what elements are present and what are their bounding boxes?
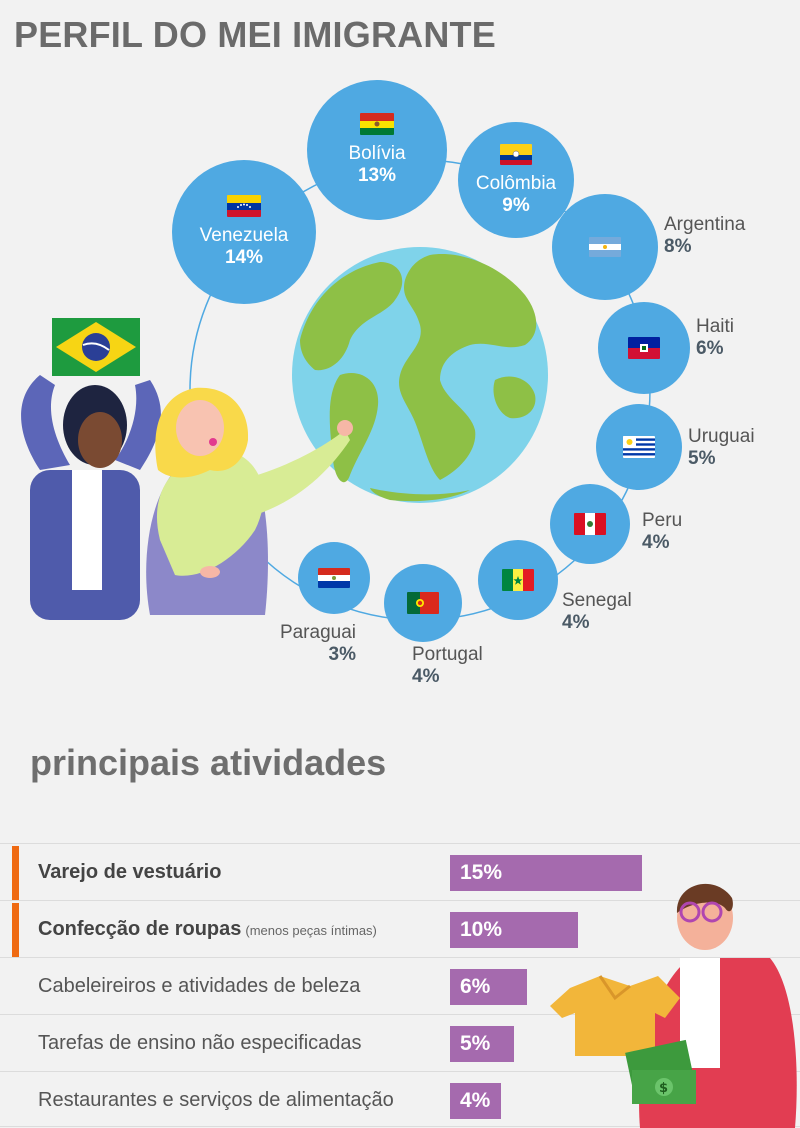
activity-note: (menos peças íntimas) [245,923,377,938]
activity-row: Varejo de vestuário 15% [0,843,800,900]
activity-label: Restaurantes e serviços de alimentação [38,1072,394,1128]
country-label-peru: Peru 4% [642,510,682,554]
country-label-paraguay: Paraguai 3% [274,622,356,666]
globe-icon [292,247,548,503]
country-label-argentina: Argentina 8% [664,214,745,258]
country-label-portugal: Portugal 4% [412,644,483,688]
activity-value: 10% [460,918,503,941]
country-percent: 4% [562,612,590,633]
country-name: Haiti [696,316,735,337]
country-percent: 3% [328,644,356,665]
activity-name: Restaurantes e serviços de alimentação [38,1089,394,1111]
activity-name: Varejo de vestuário [38,861,222,883]
highlight-marker [12,846,19,900]
peru-flag-icon [574,513,606,535]
activity-bar: 15% [450,855,642,891]
activity-name: Cabeleireiros e atividades de beleza [38,975,361,997]
country-percent: 5% [688,448,716,469]
colombia-flag-icon [500,143,532,165]
man-with-clothes-illustration: $ [550,883,797,1128]
country-name: Venezuela [199,225,289,246]
senegal-flag-icon [502,569,534,591]
activity-label: Confecção de roupas (menos peças íntimas) [38,901,377,957]
diagram-background [21,159,651,621]
paraguay-flag-icon [318,568,350,588]
activity-value: 5% [460,1032,491,1055]
activity-label: Varejo de vestuário [38,844,221,900]
country-bubble-portugal [384,564,462,642]
country-percent: 9% [502,194,530,216]
shirt-icon [550,976,680,1056]
activity-row: Cabeleireiros e atividades de beleza 6% [0,957,800,1013]
country-percent: 14% [224,247,264,268]
country-name: Peru [642,510,683,531]
country-bubble-paraguay [298,542,370,614]
activity-bar: 4% [450,1083,501,1119]
page-title: PERFIL DO MEI IMIGRANTE [14,14,496,55]
country-name: Portugal [412,644,483,665]
argentina-flag-icon [589,237,621,257]
activity-value: 15% [460,861,503,884]
activity-bar: 10% [450,912,578,948]
country-label-haiti: Haiti 6% [696,316,734,360]
activity-value: 6% [460,975,491,998]
activity-row: Restaurantes e serviços de alimentação 4… [0,1071,800,1127]
country-percent: 13% [357,165,397,186]
country-name: Colômbia [475,172,557,194]
activity-label: Tarefas de ensino não especificadas [38,1015,362,1071]
activities-title: principais atividades [30,742,387,783]
activity-label: Cabeleireiros e atividades de beleza [38,958,360,1014]
portugal-flag-icon [407,592,439,614]
country-bubble-senegal [478,540,558,620]
country-label-uruguay: Uruguai 5% [688,426,755,470]
highlight-marker [12,903,19,957]
country-name: Uruguai [688,426,755,447]
person-with-flag-illustration [21,318,161,620]
country-label-senegal: Senegal 4% [562,590,632,634]
activity-row: Tarefas de ensino não especificadas 5% [0,1014,800,1070]
haiti-flag-icon [628,337,660,359]
activity-value: 4% [460,1089,491,1112]
activity-bar: 6% [450,969,527,1005]
country-bubble-argentina [552,194,658,300]
glasses-icon [679,901,701,923]
activity-name: Confecção de roupas [38,918,242,940]
activity-name: Tarefas de ensino não especificadas [38,1032,362,1054]
country-bubble-peru [550,484,630,564]
activity-bar: 5% [450,1026,514,1062]
activity-row: Confecção de roupas (menos peças íntimas)… [0,900,800,957]
immigrant-origin-diagram: Bolívia 13% Colômbia 9% Venezuela 14% Ar… [21,80,755,688]
svg-text:$: $ [659,1081,668,1096]
country-name: Argentina [664,214,746,235]
country-bubble-bolivia: Bolívia 13% [307,80,447,220]
country-name: Paraguai [279,622,356,643]
country-bubble-uruguay [596,404,682,490]
country-bubble-venezuela: Venezuela 14% [172,160,316,304]
country-name: Senegal [562,590,632,611]
uruguay-flag-icon [623,436,655,458]
venezuela-flag-icon [227,195,261,217]
country-bubble-colombia: Colômbia 9% [458,122,574,238]
country-percent: 4% [412,666,440,687]
country-percent: 4% [642,532,670,553]
country-bubble-haiti [598,302,690,394]
country-percent: 8% [664,236,692,257]
country-name: Bolívia [348,143,406,164]
woman-pointing-illustration [146,387,353,615]
country-percent: 6% [696,338,724,359]
bolivia-flag-icon [360,113,394,135]
